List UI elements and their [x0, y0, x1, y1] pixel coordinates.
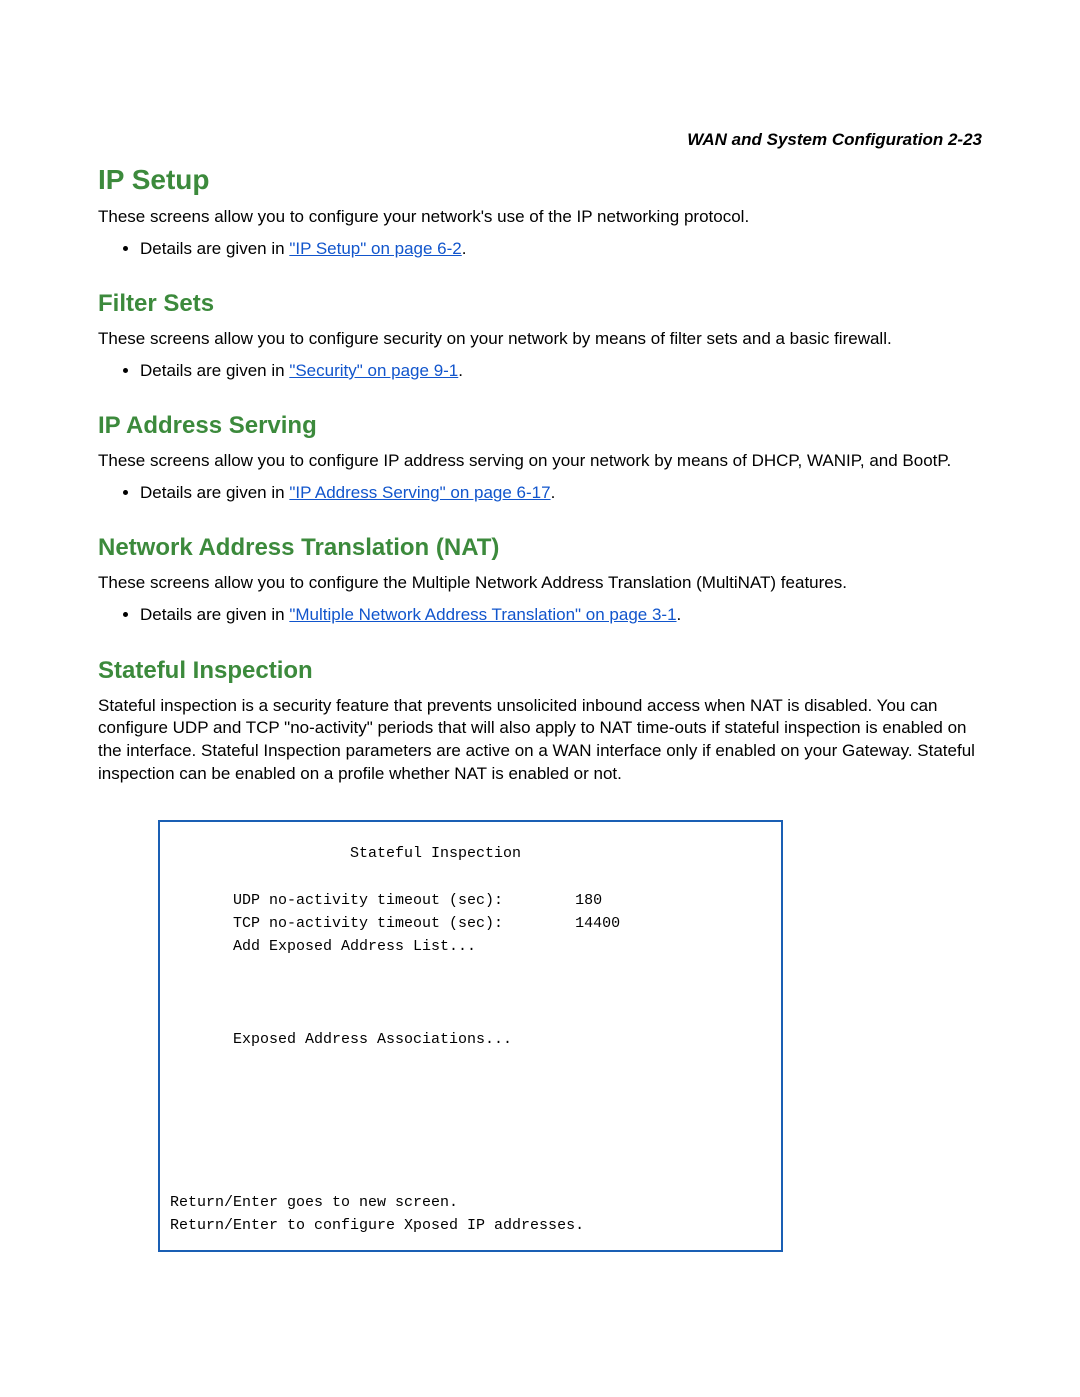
- bullet-item-filter_sets: Details are given in "Security" on page …: [140, 357, 982, 384]
- paragraph-ip_address_serving: These screens allow you to configure IP …: [98, 450, 982, 473]
- heading-stateful-inspection: Stateful Inspection: [98, 657, 982, 685]
- heading-ip_address_serving: IP Address Serving: [98, 412, 982, 440]
- bullet-item-ip_address_serving: Details are given in "IP Address Serving…: [140, 479, 982, 506]
- bullet-list-ip_setup: Details are given in "IP Setup" on page …: [98, 235, 982, 262]
- paragraph-filter_sets: These screens allow you to configure sec…: [98, 328, 982, 351]
- document-page: WAN and System Configuration 2-23 IP Set…: [0, 0, 1080, 1397]
- sections-container: IP Setup These screens allow you to confi…: [98, 164, 982, 629]
- link-ip_setup[interactable]: "IP Setup" on page 6-2: [289, 239, 461, 258]
- bullet-list-ip_address_serving: Details are given in "IP Address Serving…: [98, 479, 982, 506]
- bullet-list-filter_sets: Details are given in "Security" on page …: [98, 357, 982, 384]
- heading-filter_sets: Filter Sets: [98, 290, 982, 318]
- paragraph-ip_setup: These screens allow you to configure you…: [98, 206, 982, 229]
- terminal-screen: Stateful Inspection UDP no-activity time…: [158, 820, 783, 1251]
- bullet-item-ip_setup: Details are given in "IP Setup" on page …: [140, 235, 982, 262]
- link-nat[interactable]: "Multiple Network Address Translation" o…: [289, 605, 676, 624]
- link-filter_sets[interactable]: "Security" on page 9-1: [289, 361, 458, 380]
- paragraph-nat: These screens allow you to configure the…: [98, 572, 982, 595]
- page-header: WAN and System Configuration 2-23: [98, 130, 982, 150]
- heading-nat: Network Address Translation (NAT): [98, 534, 982, 562]
- heading-ip_setup: IP Setup: [98, 164, 982, 196]
- link-ip_address_serving[interactable]: "IP Address Serving" on page 6-17: [289, 483, 550, 502]
- bullet-list-nat: Details are given in "Multiple Network A…: [98, 601, 982, 628]
- paragraph-stateful: Stateful inspection is a security featur…: [98, 695, 982, 787]
- bullet-item-nat: Details are given in "Multiple Network A…: [140, 601, 982, 628]
